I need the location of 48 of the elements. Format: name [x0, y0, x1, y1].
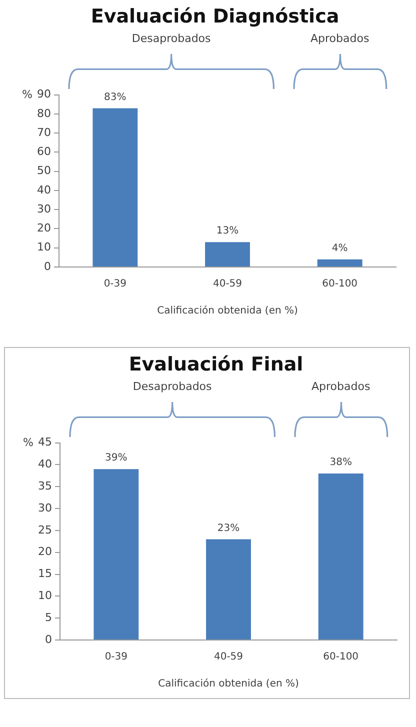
data-label: 83%	[104, 92, 126, 103]
text: Desaprobados	[132, 380, 212, 394]
y-tick-label: 10	[36, 240, 51, 254]
data-label: 39%	[105, 452, 128, 464]
y-tick-label: 50	[36, 164, 51, 178]
y-tick-label: 40	[38, 458, 52, 471]
y-tick-label: 0	[44, 260, 51, 273]
chart-title: Evaluación Diagnóstica	[90, 5, 340, 28]
data-label: 4%	[332, 242, 348, 254]
bar	[92, 108, 138, 266]
bar	[317, 259, 362, 266]
y-tick-label: 60	[36, 145, 51, 158]
y-tick-label: 5	[44, 610, 52, 624]
y-tick-label: 45	[38, 436, 52, 449]
x-axis-title: Calificación obtenida (en %)	[158, 678, 299, 690]
y-tick-label: 15	[38, 567, 52, 580]
bar	[94, 469, 139, 640]
x-tick-label: 40-59	[212, 278, 242, 290]
bar	[206, 539, 251, 640]
y-tick-label: 10	[38, 589, 52, 602]
y-tick-label: 20	[36, 222, 51, 235]
y-tick-label: 80	[36, 106, 51, 120]
x-tick-label: 0-39	[104, 652, 128, 663]
x-tick-label: 60-100	[322, 278, 358, 290]
y-tick-label: 20	[38, 545, 52, 558]
y-axis-title: %	[23, 436, 34, 450]
y-tick-label: 35	[38, 479, 52, 492]
y-tick-label: 25	[38, 523, 52, 536]
data-label: 13%	[216, 226, 239, 237]
x-tick-label: 0-39	[104, 278, 127, 290]
text: Aprobados	[310, 32, 370, 46]
chart-title: Evaluación Final	[128, 353, 304, 376]
x-tick-label: 60-100	[323, 652, 359, 663]
y-tick-label: 40	[36, 183, 51, 196]
data-label: 38%	[330, 457, 352, 468]
y-tick-label: 70	[36, 126, 51, 139]
bar	[205, 242, 250, 266]
y-tick-label: 0	[44, 632, 52, 646]
text: Aprobados	[311, 380, 370, 394]
data-label: 23%	[217, 522, 240, 534]
y-axis-title: %	[22, 88, 32, 102]
y-tick-label: 30	[38, 501, 52, 514]
bar	[318, 473, 364, 640]
x-tick-label: 40-59	[214, 652, 244, 663]
y-tick-label: 30	[36, 202, 51, 216]
y-tick-label: 90	[36, 88, 51, 101]
text: Desaprobados	[132, 32, 212, 46]
x-axis-title: Calificación obtenida (en %)	[157, 306, 298, 317]
